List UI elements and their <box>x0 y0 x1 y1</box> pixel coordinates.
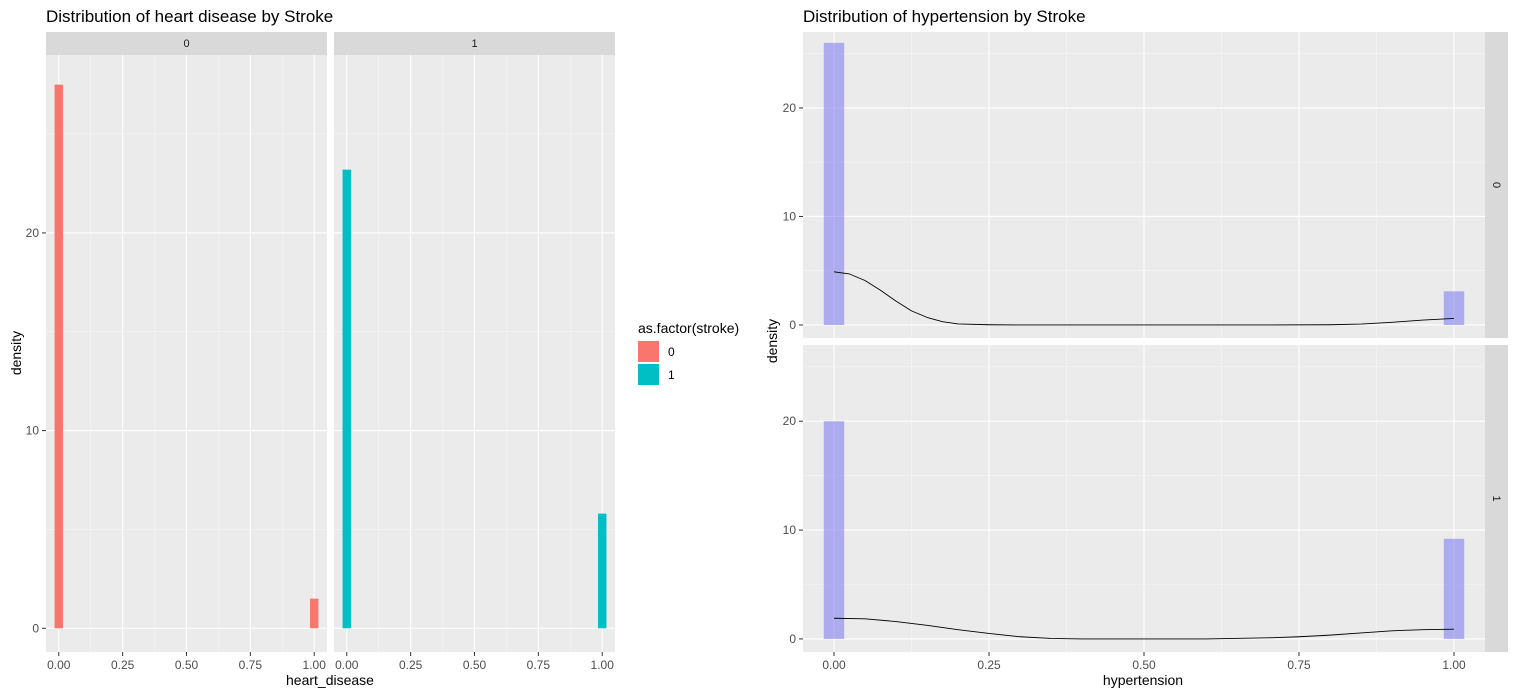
x-tick-label: 1.00 <box>591 658 615 672</box>
chart-heart-disease: Distribution of heart disease by Stroke … <box>8 7 615 688</box>
legend-key-stroke-1 <box>638 364 659 385</box>
x-tick-label: 0.50 <box>1132 658 1156 672</box>
x-tick-label: 0.25 <box>111 658 135 672</box>
x-tick-label: 1.00 <box>1442 658 1466 672</box>
hypertension-bar-facet-0-x-1 <box>1443 291 1465 325</box>
y-tick-label: 20 <box>783 414 797 428</box>
hypertension-panel-0: 0 0 10 20 <box>783 32 1508 338</box>
x-tick-label: 0.25 <box>399 658 423 672</box>
hypertension-bar-facet-1-x-0 <box>823 421 845 639</box>
chart-title-hypertension: Distribution of hypertension by Stroke <box>803 7 1086 26</box>
hypertension-strip-1 <box>1485 345 1508 652</box>
heart-disease-x-axis-title: heart_disease <box>286 672 374 688</box>
hypertension-strip-0 <box>1485 32 1508 338</box>
y-tick-label: 0 <box>789 632 796 646</box>
legend-label-stroke-1: 1 <box>668 368 675 382</box>
chart-hypertension: Distribution of hypertension by Stroke 0… <box>764 7 1508 688</box>
y-tick-label: 0 <box>789 318 796 332</box>
hypertension-bar-facet-1-x-1 <box>1443 538 1465 639</box>
x-tick-label: 0.00 <box>335 658 359 672</box>
y-tick-label: 10 <box>26 424 40 438</box>
y-tick-label: 20 <box>26 226 40 240</box>
legend-title: as.factor(stroke) <box>638 320 739 336</box>
x-tick-label: 0.50 <box>175 658 199 672</box>
x-tick-label: 0.75 <box>527 658 551 672</box>
heart-disease-panel-1: 1 0.00 0.25 0.50 0.75 1.00 <box>334 32 615 672</box>
y-tick-label: 10 <box>783 209 797 223</box>
heart-disease-bar-facet-1-x-0 <box>342 169 351 629</box>
x-tick-label: 0.25 <box>977 658 1001 672</box>
heart-disease-bar-facet-0-x-0 <box>54 84 63 629</box>
heart-disease-strip-1 <box>334 32 615 55</box>
heart-disease-strip-label-1: 1 <box>471 38 477 50</box>
heart-disease-strip-0 <box>46 32 327 55</box>
heart-disease-y-axis-title: density <box>8 331 24 375</box>
y-tick-label: 20 <box>783 101 797 115</box>
legend-key-stroke-0 <box>638 341 659 362</box>
heart-disease-bar-facet-0-x-1 <box>310 598 319 629</box>
hypertension-bar-facet-0-x-0 <box>823 42 845 325</box>
x-tick-label: 1.00 <box>303 658 327 672</box>
x-tick-label: 0.75 <box>239 658 263 672</box>
heart-disease-strip-label-0: 0 <box>183 38 189 50</box>
heart-disease-panel-0: 0 0 10 20 0.00 0.25 0.50 0.75 1.00 <box>26 32 327 672</box>
heart-disease-bar-facet-1-x-1 <box>598 513 607 629</box>
x-tick-label: 0.00 <box>47 658 71 672</box>
legend: as.factor(stroke) 0 1 <box>638 320 739 385</box>
chart-title-heart-disease: Distribution of heart disease by Stroke <box>46 7 333 26</box>
hypertension-density-curve-facet-1 <box>833 617 1455 640</box>
legend-label-stroke-0: 0 <box>668 345 675 359</box>
hypertension-strip-label-1: 1 <box>1490 495 1502 501</box>
hypertension-density-curve-facet-0 <box>833 271 1455 326</box>
x-tick-label: 0.00 <box>822 658 846 672</box>
hypertension-strip-label-0: 0 <box>1490 182 1502 188</box>
y-tick-label: 0 <box>32 621 39 635</box>
hypertension-x-axis-title: hypertension <box>1103 672 1183 688</box>
y-tick-label: 10 <box>783 523 797 537</box>
hypertension-y-axis-title: density <box>764 319 780 363</box>
x-tick-label: 0.75 <box>1287 658 1311 672</box>
x-tick-label: 0.50 <box>463 658 487 672</box>
